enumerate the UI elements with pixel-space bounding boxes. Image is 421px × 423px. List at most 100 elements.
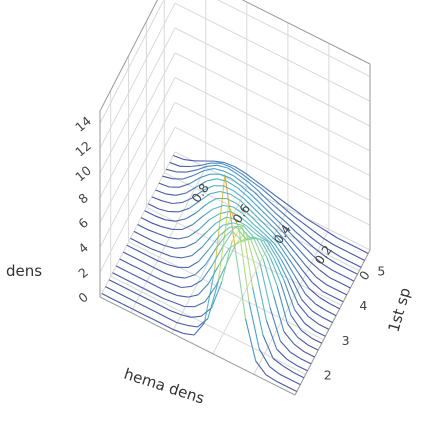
curve-segment	[300, 329, 312, 339]
curve-segment	[207, 281, 219, 319]
curve-segment	[230, 193, 241, 202]
curve-segment	[214, 266, 226, 288]
curve-segment	[233, 175, 245, 185]
curve-segment	[248, 301, 260, 350]
curve-segment	[299, 227, 311, 237]
series-16	[155, 178, 351, 289]
curve-segment	[236, 219, 248, 227]
curve-segment	[151, 196, 163, 202]
curve-segment	[316, 224, 328, 233]
curve-segment	[326, 231, 338, 239]
z-tick-label: 0	[75, 289, 91, 306]
curve-segment	[329, 277, 341, 284]
curve-segment	[269, 307, 281, 342]
curve-segment	[270, 242, 282, 260]
curve-segment	[266, 241, 279, 260]
curve-segment	[295, 231, 307, 242]
curve-segment	[220, 162, 232, 168]
curve-segment	[192, 189, 204, 199]
curve-segment	[244, 172, 256, 182]
z-tick-label: 12	[72, 138, 94, 160]
curve-segment	[333, 270, 344, 277]
curve-segment	[326, 257, 338, 265]
series-5	[115, 235, 312, 365]
curve-segment	[311, 337, 323, 344]
series-12	[140, 204, 337, 317]
curve-segment	[139, 294, 151, 301]
series-7	[122, 226, 319, 351]
curve-segment	[108, 279, 120, 286]
curve-segment	[112, 272, 124, 279]
curve-segment	[270, 230, 283, 243]
grid-line	[174, 101, 371, 201]
curve-segment	[200, 162, 211, 166]
curve-segment	[275, 195, 287, 204]
curve-segment	[174, 276, 185, 279]
curve-segment	[236, 203, 248, 214]
z-tick-label: 4	[75, 240, 91, 257]
curve-segment	[240, 200, 252, 212]
curve-segment	[286, 385, 298, 392]
curve-segment	[173, 301, 185, 308]
curve-segment	[187, 294, 199, 298]
curve-segment	[202, 208, 214, 217]
grid-line	[171, 187, 248, 334]
curve-segment	[278, 226, 290, 239]
curve-segment	[167, 291, 178, 297]
curve-segment	[244, 183, 256, 194]
curve-segment	[190, 164, 201, 168]
curve-segment	[261, 204, 273, 216]
series-4	[112, 231, 308, 372]
curve-segment	[136, 275, 148, 282]
curve-segment	[227, 167, 239, 175]
curve-segment	[273, 258, 285, 282]
curve-segment	[292, 215, 304, 224]
curve-segment	[274, 228, 286, 241]
curve-segment	[269, 366, 281, 375]
curve-segment	[291, 255, 303, 271]
curve-segment	[171, 255, 182, 259]
curve-segment	[297, 336, 309, 346]
curve-segment	[329, 303, 340, 310]
curve-segment	[302, 222, 314, 232]
curve-segment	[306, 218, 318, 226]
curve-segment	[312, 282, 324, 292]
series-11	[137, 210, 333, 323]
curve-segment	[271, 197, 283, 208]
curve-segment	[219, 210, 231, 215]
grid-line	[174, 126, 371, 226]
curve-segment	[301, 269, 313, 283]
curve-segment	[281, 224, 293, 236]
curve-segment	[278, 209, 290, 220]
series-19	[165, 164, 362, 268]
series-14	[147, 190, 344, 303]
grid-line	[99, 52, 176, 199]
curve-segment	[220, 173, 231, 179]
curve-segment	[206, 178, 218, 182]
curve-segment	[296, 210, 307, 220]
curve-segment	[212, 224, 224, 236]
curve-segment	[164, 245, 176, 249]
curve-segment	[140, 217, 152, 224]
curve-segment	[273, 295, 285, 332]
curve-segment	[122, 251, 134, 258]
curve-segment	[287, 280, 299, 305]
z-tick-label: 8	[75, 190, 91, 207]
curve-segment	[250, 224, 262, 235]
curve-segment	[158, 208, 169, 213]
curve-segment	[241, 173, 253, 182]
series-10	[133, 216, 330, 330]
curve-segment	[296, 365, 308, 372]
y-axis-title: 1st sp	[385, 286, 415, 335]
curve-segment	[281, 241, 293, 257]
curve-segment	[305, 265, 317, 278]
curve-segment	[258, 348, 271, 367]
curve-segment	[197, 283, 209, 296]
curve-segment	[243, 214, 255, 226]
curve-segment	[287, 257, 300, 274]
curve-segment	[207, 164, 218, 167]
curve-segment	[254, 192, 266, 204]
axis-edge	[99, 0, 158, 112]
curve-segment	[178, 207, 190, 213]
curve-segment	[354, 254, 365, 261]
